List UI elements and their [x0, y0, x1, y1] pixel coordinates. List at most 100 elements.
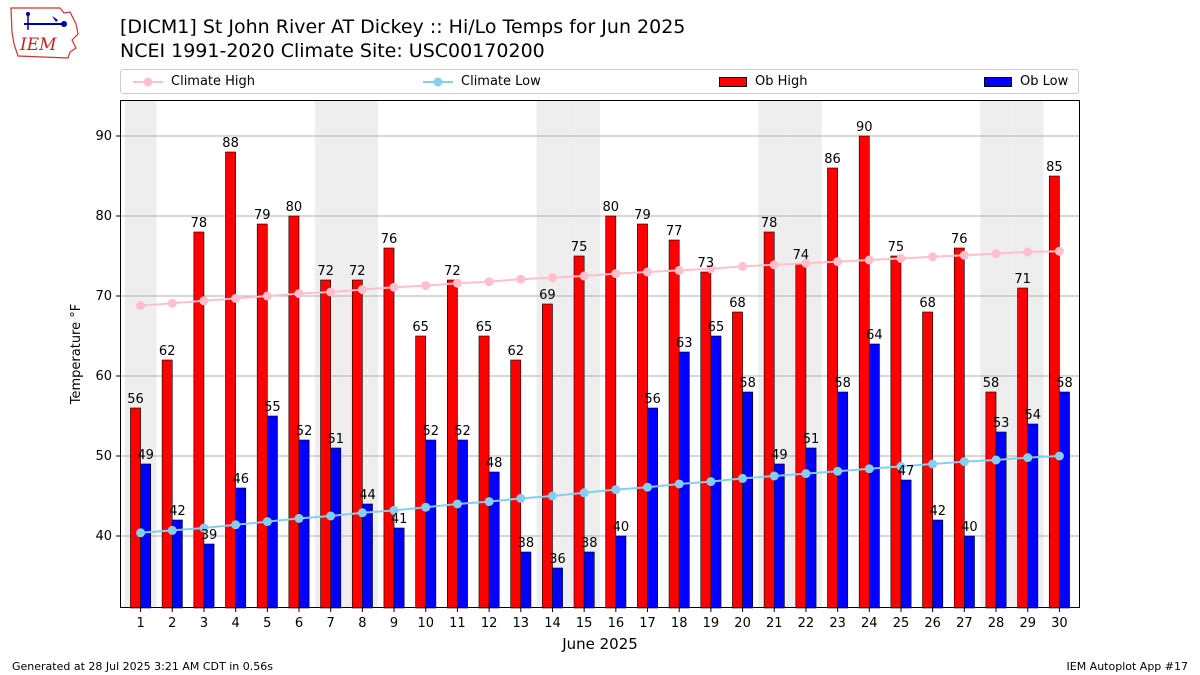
iem-logo: IEM	[10, 7, 79, 59]
climate-low-point	[389, 505, 399, 515]
climate-high-point	[357, 285, 367, 295]
climate-low-point	[928, 459, 938, 469]
ob-low-value-label: 52	[454, 424, 471, 439]
climate-low-point	[231, 520, 241, 530]
ob-low-value-label: 65	[708, 320, 725, 335]
y-tick-label: 60	[95, 369, 112, 384]
climate-high-point	[167, 298, 177, 308]
climate-high-point	[864, 255, 874, 265]
climate-high-point	[928, 252, 938, 262]
ob-low-value-label: 40	[613, 520, 630, 535]
x-tick-label: 25	[893, 616, 910, 631]
legend: Climate High Climate Low Ob High Ob Low	[120, 69, 1079, 94]
x-tick-label: 4	[232, 616, 240, 631]
ob-low-bar	[773, 463, 785, 609]
ob-low-value-label: 40	[961, 520, 978, 535]
ob-high-bar	[415, 335, 427, 609]
x-tick-label: 5	[263, 616, 271, 631]
y-tick-label: 50	[95, 449, 112, 464]
ob-low-value-label: 41	[391, 512, 408, 527]
climate-high-point	[611, 269, 621, 279]
climate-high-point	[389, 282, 399, 292]
ob-low-value-label: 55	[264, 400, 281, 415]
ob-high-value-label: 74	[793, 248, 810, 263]
ob-high-bar	[225, 151, 236, 609]
ob-high-bar	[510, 359, 522, 609]
ob-high-value-label: 72	[444, 264, 461, 279]
ob-high-value-label: 58	[983, 376, 1000, 391]
x-tick-label: 27	[956, 616, 973, 631]
x-tick-label: 29	[1019, 616, 1036, 631]
ob-high-value-label: 71	[1014, 272, 1031, 287]
ob-high-value-label: 80	[286, 200, 303, 215]
ob-high-value-label: 69	[539, 288, 556, 303]
climate-low-point	[611, 485, 621, 495]
x-tick-label: 11	[449, 616, 466, 631]
legend-item-ob-high: Ob High	[719, 70, 808, 93]
app-credit: IEM Autoplot App #17	[1066, 660, 1189, 673]
ob-low-bar	[932, 519, 944, 609]
x-tick-label: 26	[924, 616, 941, 631]
climate-high-point	[547, 273, 557, 283]
climate-high-point	[231, 293, 241, 303]
ob-low-bar	[203, 543, 215, 609]
ob-low-value-label: 44	[359, 488, 376, 503]
x-tick-label: 16	[608, 616, 625, 631]
ob-high-value-label: 68	[729, 296, 746, 311]
climate-low-point	[959, 457, 969, 467]
ob-high-bar	[193, 231, 205, 609]
ob-low-bar	[267, 415, 278, 609]
ob-low-value-label: 58	[1056, 376, 1073, 391]
climate-low-point	[769, 471, 779, 481]
chart-subtitle: NCEI 1991-2020 Climate Site: USC00170200	[120, 40, 545, 62]
climate-high-point	[579, 271, 589, 281]
ob-low-value-label: 56	[644, 392, 661, 407]
climate-low-point	[199, 523, 209, 533]
ob-low-bar	[1059, 391, 1070, 609]
ob-low-bar	[362, 503, 373, 609]
ob-high-value-label: 75	[571, 240, 588, 255]
climate-low-point	[136, 528, 146, 538]
ob-high-value-label: 65	[476, 320, 493, 335]
ob-low-bar	[742, 391, 754, 609]
climate-high-point	[991, 249, 1001, 259]
ob-high-bar	[161, 359, 173, 609]
climate-high-point	[643, 267, 653, 277]
legend-item-climate-high: Climate High	[133, 70, 255, 93]
ob-high-value-label: 90	[856, 120, 873, 135]
ob-low-bar	[330, 447, 342, 609]
climate-low-point	[1054, 451, 1064, 461]
ob-high-value-label: 62	[507, 344, 524, 359]
ob-high-bar	[573, 255, 585, 609]
ob-low-bar	[457, 439, 468, 609]
ob-low-value-label: 64	[866, 328, 883, 343]
climate-low-point	[357, 508, 367, 518]
ob-low-value-label: 36	[549, 552, 566, 567]
ob-low-value-label: 51	[803, 432, 820, 447]
climate-low-point	[1023, 453, 1033, 463]
ob-low-swatch	[984, 76, 1012, 87]
ob-low-value-label: 58	[739, 376, 756, 391]
ob-high-value-label: 56	[127, 392, 144, 407]
ob-low-bar	[425, 439, 437, 609]
climate-high-point	[801, 258, 811, 268]
ob-low-value-label: 39	[201, 528, 218, 543]
y-tick-label: 40	[95, 529, 112, 544]
climate-high-point	[896, 253, 906, 263]
climate-high-point	[516, 274, 526, 284]
y-axis-label: Temperature °F	[69, 304, 84, 405]
ob-high-value-label: 72	[317, 264, 334, 279]
ob-low-value-label: 52	[423, 424, 440, 439]
ob-high-value-label: 85	[1046, 160, 1063, 175]
logo-text: IEM	[19, 35, 57, 55]
climate-high-point	[1054, 246, 1064, 256]
ob-high-value-label: 88	[222, 136, 239, 151]
climate-high-point	[769, 260, 779, 270]
ob-low-value-label: 42	[929, 504, 946, 519]
ob-low-bar	[869, 343, 880, 609]
ob-high-value-label: 79	[254, 208, 271, 223]
x-tick-label: 21	[766, 616, 783, 631]
ob-low-value-label: 46	[232, 472, 249, 487]
x-tick-label: 8	[358, 616, 366, 631]
